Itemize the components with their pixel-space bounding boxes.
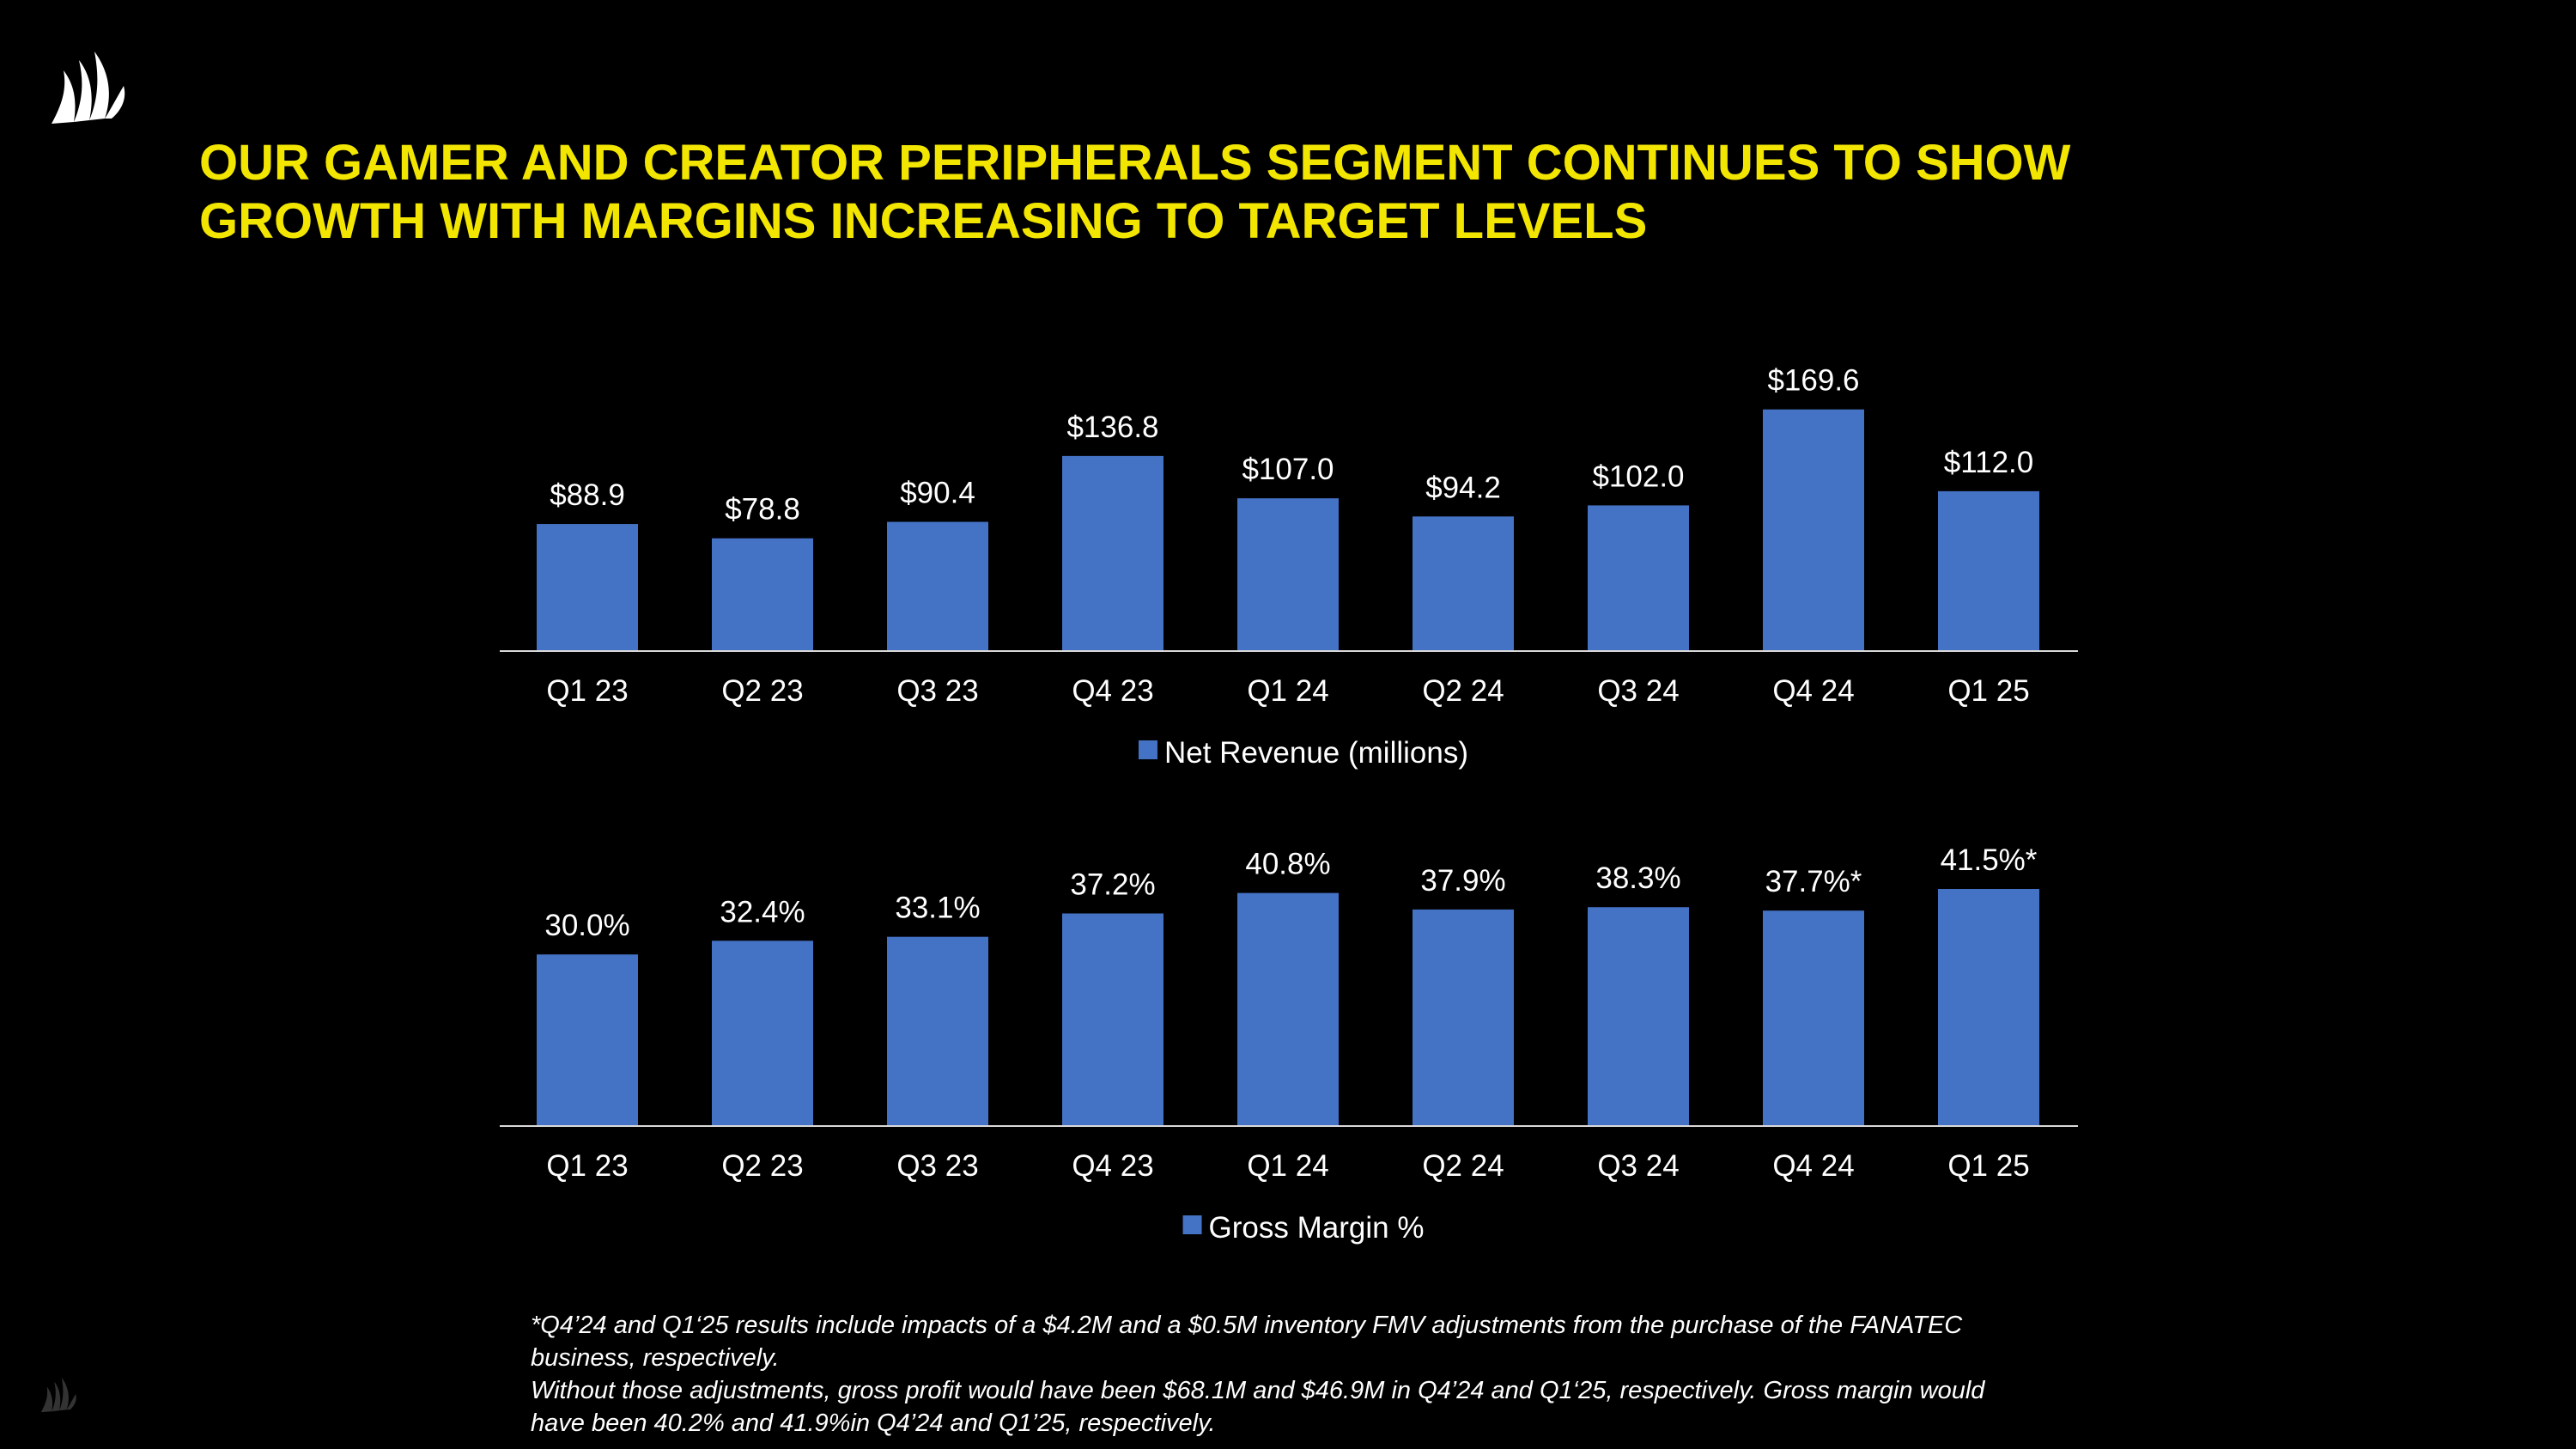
bar-charts: $88.9 Q1 23 $78.8 Q2 23 $90.4 Q3 23 $136.8 Q4 2… bbox=[500, 364, 2078, 1245]
chart2-data-label-3: 37.2% bbox=[1070, 868, 1155, 901]
chart2-data-label-0: 30.0% bbox=[544, 909, 629, 942]
chart2-legend-swatch bbox=[1182, 1215, 1202, 1234]
slide-title: OUR GAMER AND CREATOR PERIPHERALS SEGMEN… bbox=[199, 134, 2346, 251]
footnote-line-2: Without those adjustments, gross profit … bbox=[531, 1377, 1985, 1437]
corsair-logo-icon bbox=[52, 52, 125, 124]
chart2-bar-5 bbox=[1413, 909, 1514, 1125]
chart1-tick-label-5: Q2 24 bbox=[1422, 674, 1504, 708]
chart2-data-label-6: 38.3% bbox=[1595, 861, 1680, 895]
chart1-data-label-7: $169.6 bbox=[1767, 364, 1859, 398]
chart2-tick-label-1: Q2 23 bbox=[721, 1149, 803, 1183]
chart1-tick-label-8: Q1 25 bbox=[1947, 674, 2029, 708]
chart1-tick-label-4: Q1 24 bbox=[1247, 674, 1328, 708]
chart2-data-label-8: 41.5%* bbox=[1941, 843, 2038, 877]
chart1-data-label-1: $78.8 bbox=[725, 493, 800, 527]
chart1-bar-7 bbox=[1763, 409, 1864, 650]
chart1-tick-label-3: Q4 23 bbox=[1072, 674, 1153, 708]
chart1-bar-2 bbox=[887, 521, 988, 650]
chart2-bar-6 bbox=[1588, 907, 1689, 1125]
chart2-tick-label-3: Q4 23 bbox=[1072, 1149, 1153, 1183]
chart1-tick-label-0: Q1 23 bbox=[546, 674, 628, 708]
chart2-bar-8 bbox=[1938, 889, 2039, 1125]
chart2-data-label-5: 37.9% bbox=[1420, 864, 1505, 898]
footnote: *Q4’24 and Q1‘25 results include impacts… bbox=[531, 1309, 2042, 1440]
chart1-data-label-2: $90.4 bbox=[900, 477, 975, 510]
chart1-data-label-3: $136.8 bbox=[1066, 411, 1158, 444]
chart1-data-label-8: $112.0 bbox=[1944, 446, 2033, 479]
chart1-bar-0 bbox=[537, 524, 638, 650]
chart1-bar-4 bbox=[1237, 498, 1339, 650]
title-line-1: OUR GAMER AND CREATOR PERIPHERALS SEGMEN… bbox=[199, 135, 2071, 191]
chart2-bar-4 bbox=[1237, 892, 1339, 1125]
chart1-bar-8 bbox=[1938, 490, 2039, 650]
chart2-tick-label-0: Q1 23 bbox=[546, 1149, 628, 1183]
chart1-data-label-5: $94.2 bbox=[1425, 471, 1501, 504]
chart2-data-label-2: 33.1% bbox=[895, 892, 980, 925]
title-line-2: GROWTH WITH MARGINS INCREASING TO TARGET… bbox=[199, 193, 1648, 249]
chart1-tick-label-6: Q3 24 bbox=[1597, 674, 1679, 708]
chart2-tick-label-7: Q4 24 bbox=[1772, 1149, 1854, 1183]
footnote-line-1: *Q4’24 and Q1‘25 results include impacts… bbox=[531, 1312, 1963, 1372]
chart2-bar-7 bbox=[1763, 910, 1864, 1125]
chart2-data-label-4: 40.8% bbox=[1245, 848, 1330, 881]
chart1-tick-label-7: Q4 24 bbox=[1772, 674, 1854, 708]
chart1-bar-1 bbox=[712, 538, 813, 650]
chart2-bar-2 bbox=[887, 936, 988, 1125]
chart1-legend-label: Net Revenue (millions) bbox=[1164, 736, 1468, 770]
chart2-legend-label: Gross Margin % bbox=[1209, 1211, 1425, 1245]
chart2-tick-label-2: Q3 23 bbox=[896, 1149, 978, 1183]
chart2-bar-3 bbox=[1062, 913, 1163, 1125]
chart2-bar-1 bbox=[712, 941, 813, 1125]
chart1-tick-label-1: Q2 23 bbox=[721, 674, 803, 708]
chart2-data-label-1: 32.4% bbox=[720, 895, 805, 928]
chart1-tick-label-2: Q3 23 bbox=[896, 674, 978, 708]
chart1-data-label-6: $102.0 bbox=[1592, 460, 1684, 493]
chart2-tick-label-5: Q2 24 bbox=[1422, 1149, 1504, 1183]
chart2-bar-0 bbox=[537, 954, 638, 1125]
corsair-logo-small-icon bbox=[40, 1377, 76, 1413]
chart2-tick-label-4: Q1 24 bbox=[1247, 1149, 1328, 1183]
chart1-bar-5 bbox=[1413, 516, 1514, 650]
chart1-data-label-4: $107.0 bbox=[1242, 453, 1334, 486]
chart2-tick-label-8: Q1 25 bbox=[1947, 1149, 2029, 1183]
chart1-data-label-0: $88.9 bbox=[550, 478, 625, 512]
chart2-data-label-7: 37.7%* bbox=[1765, 865, 1862, 898]
chart2-tick-label-6: Q3 24 bbox=[1597, 1149, 1679, 1183]
chart1-bar-6 bbox=[1588, 505, 1689, 650]
chart1-bar-3 bbox=[1062, 455, 1163, 650]
chart1-legend-swatch bbox=[1138, 740, 1157, 759]
